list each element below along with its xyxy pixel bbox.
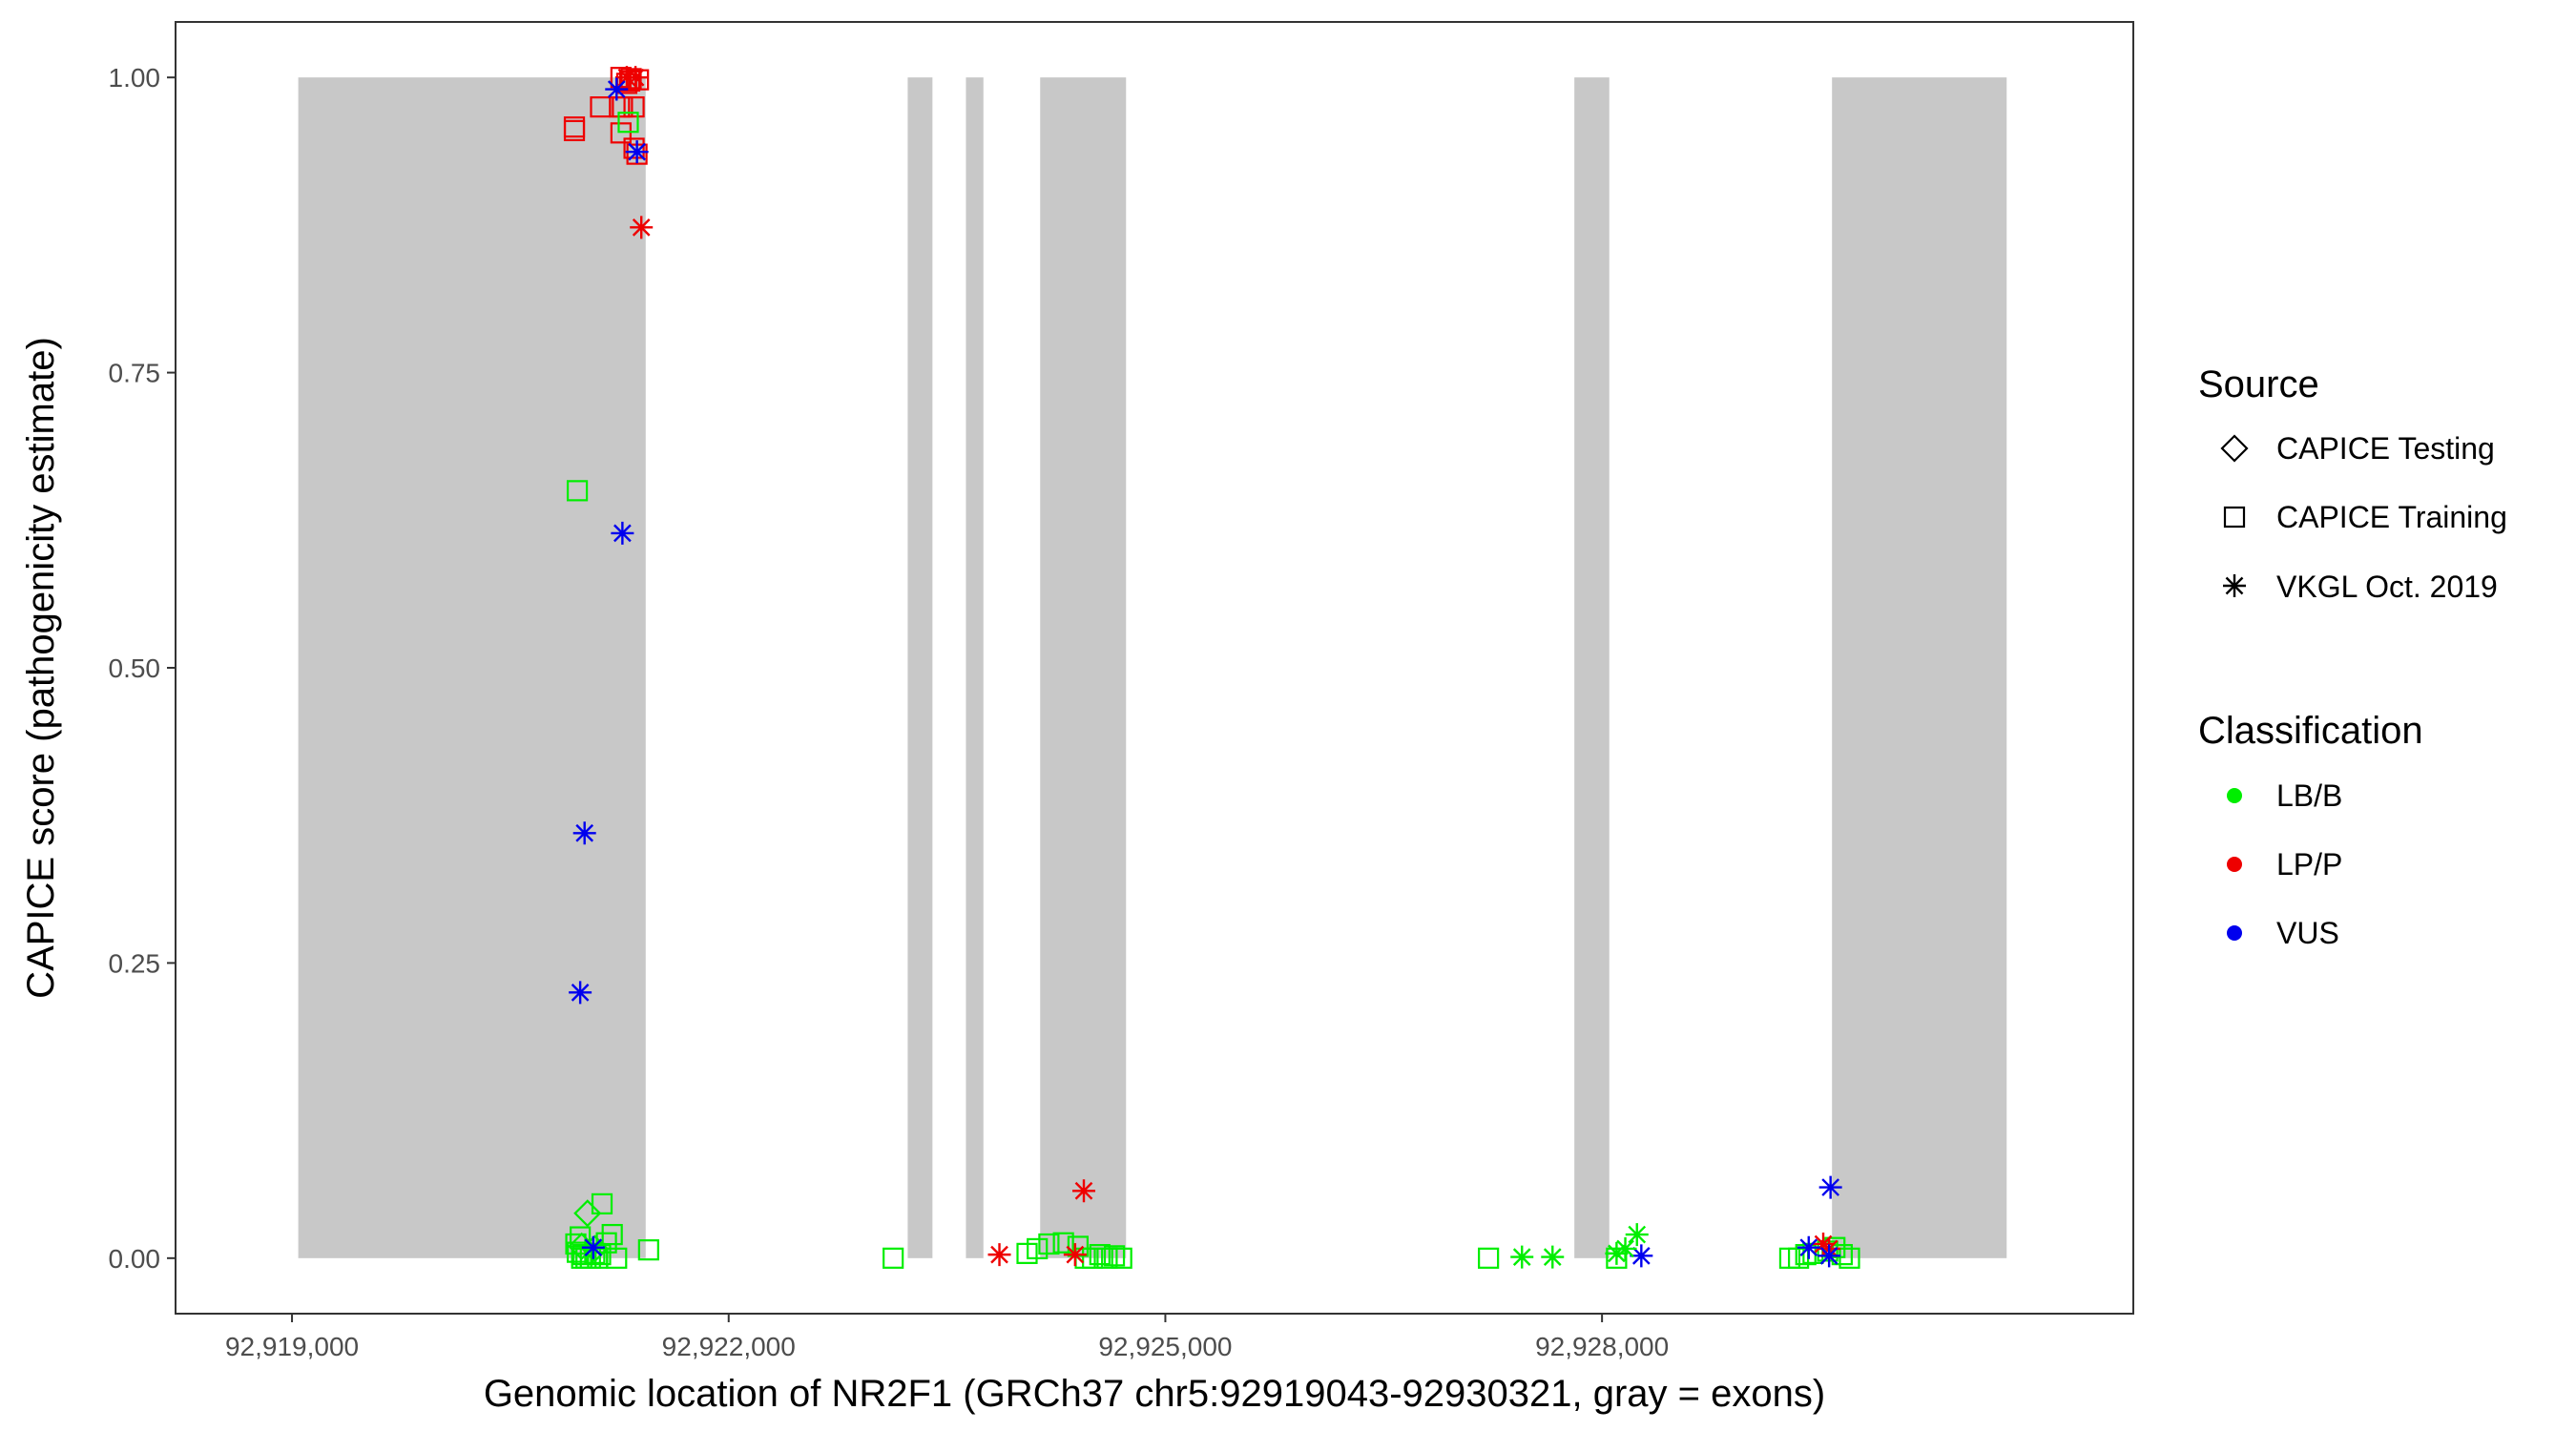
data-point — [1067, 1235, 1090, 1257]
legend-square-icon — [2223, 506, 2246, 529]
legend-class-item-vus: VUS — [2227, 916, 2339, 950]
y-tick-label: 0.25 — [109, 948, 161, 978]
y-tick-label: 0.75 — [109, 359, 161, 388]
data-point — [606, 1247, 628, 1269]
data-point — [611, 521, 634, 545]
data-point — [883, 1247, 904, 1269]
legend-key-shape — [2223, 506, 2246, 529]
data-point — [1630, 1244, 1653, 1268]
data-point — [1510, 1245, 1534, 1269]
data-point — [617, 112, 639, 134]
data-point — [1082, 1247, 1104, 1269]
data-point — [1038, 1233, 1060, 1255]
x-axis: 92,919,000 92,922,000 92,925,000 92,928,000 — [225, 1314, 1669, 1361]
data-point — [1818, 1175, 1842, 1199]
legend-classification-title: Classification — [2198, 710, 2423, 752]
legend-key-shape — [2220, 434, 2249, 463]
data-point — [1063, 1243, 1087, 1267]
data-point — [624, 66, 648, 90]
data-point — [1072, 1179, 1096, 1203]
x-tick-label: 92,922,000 — [662, 1332, 796, 1361]
data-point — [581, 1235, 605, 1259]
data-point — [1605, 1241, 1629, 1265]
legend-class-label-vus: VUS — [2276, 916, 2339, 950]
data-point — [1613, 1236, 1637, 1260]
data-point — [569, 981, 592, 1005]
data-points — [563, 66, 1860, 1269]
data-point — [601, 1223, 623, 1246]
data-point — [580, 1234, 609, 1263]
exon-bands — [298, 77, 2007, 1258]
data-point — [1111, 1247, 1132, 1269]
legend-class-label-lpp: LP/P — [2276, 847, 2342, 881]
legend-source-label-vkgl: VKGL Oct. 2019 — [2276, 570, 2498, 604]
legend-classification: Classification LB/B LP/P VUS — [2198, 710, 2423, 950]
data-point — [1027, 1237, 1049, 1260]
data-point — [987, 1243, 1011, 1267]
data-point — [623, 96, 645, 118]
legend-source-item-training: CAPICE Training — [2223, 500, 2507, 534]
data-point — [584, 1242, 606, 1264]
y-tick-label: 1.00 — [109, 63, 161, 93]
y-tick-label: 0.50 — [109, 653, 161, 683]
legend-source-title: Source — [2198, 363, 2319, 405]
legend-source-item-testing: CAPICE Testing — [2220, 431, 2495, 466]
data-point — [590, 1244, 612, 1266]
exon-band-5 — [1574, 77, 1610, 1258]
x-tick-label: 92,925,000 — [1098, 1332, 1232, 1361]
legend-class-label-lbb: LB/B — [2276, 778, 2342, 813]
legend-key-shape — [2223, 574, 2246, 597]
legend-dot-vus — [2227, 925, 2242, 941]
x-tick-label: 92,928,000 — [1535, 1332, 1669, 1361]
legend-dot-lpp — [2227, 857, 2242, 872]
exon-band-2 — [907, 77, 933, 1258]
data-point — [623, 137, 645, 159]
data-point — [630, 216, 654, 239]
data-point — [625, 140, 649, 164]
data-point — [1089, 1244, 1111, 1266]
data-point — [1096, 1247, 1118, 1269]
exon-band-3 — [966, 77, 984, 1258]
data-point — [1818, 1244, 1841, 1268]
data-point — [605, 77, 629, 101]
legend-source: Source CAPICE Testing CAPICE Training VK… — [2198, 363, 2507, 604]
data-point — [1797, 1235, 1820, 1259]
data-point — [637, 1239, 659, 1261]
legend-class-item-lbb: LB/B — [2227, 778, 2342, 813]
x-tick-label: 92,919,000 — [225, 1332, 359, 1361]
data-point — [563, 116, 586, 138]
x-axis-title: Genomic location of NR2F1 (GRCh37 chr5:9… — [484, 1373, 1825, 1415]
legend-source-label-training: CAPICE Training — [2276, 500, 2507, 534]
data-point — [612, 96, 634, 118]
data-point — [1625, 1223, 1649, 1247]
data-point — [591, 1192, 613, 1214]
data-point — [1817, 1240, 1839, 1262]
exon-band-6 — [1832, 77, 2007, 1258]
data-point — [573, 1199, 602, 1228]
legend-asterisk-icon — [2223, 574, 2246, 597]
data-point — [570, 1226, 592, 1248]
exon-band-1 — [298, 77, 646, 1258]
data-point — [568, 1232, 596, 1261]
y-tick-label: 0.00 — [109, 1244, 161, 1274]
data-point — [1052, 1232, 1074, 1254]
y-axis: 0.00 0.25 0.50 0.75 1.00 — [109, 63, 176, 1274]
data-point — [1831, 1244, 1853, 1266]
data-point — [610, 122, 632, 144]
data-point — [1478, 1247, 1500, 1269]
data-point — [1541, 1245, 1565, 1269]
data-point — [1839, 1247, 1860, 1269]
legend-class-item-lpp: LP/P — [2227, 847, 2342, 881]
legend-dot-lbb — [2227, 788, 2242, 803]
legend-source-item-vkgl: VKGL Oct. 2019 — [2223, 570, 2498, 604]
legend-diamond-icon — [2220, 434, 2249, 463]
data-point — [566, 480, 589, 502]
exon-band-4 — [1040, 77, 1127, 1258]
data-point — [572, 821, 596, 845]
y-axis-title: CAPICE score (pathogenicity estimate) — [20, 337, 62, 999]
legend-source-label-testing: CAPICE Testing — [2276, 431, 2495, 466]
data-point — [1103, 1245, 1126, 1267]
